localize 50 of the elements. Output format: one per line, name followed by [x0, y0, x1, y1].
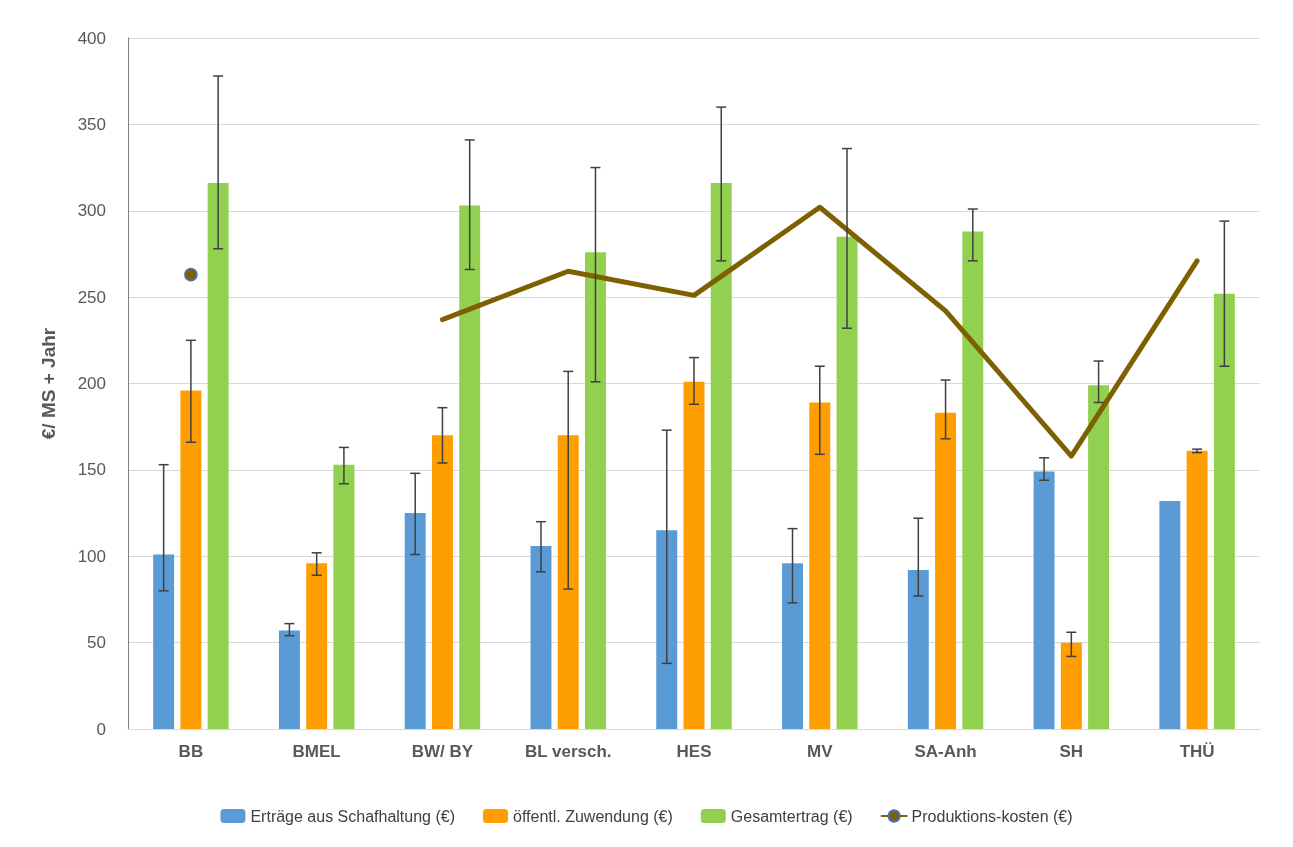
- x-tick-label: HES: [676, 742, 712, 761]
- bar: [557, 435, 579, 729]
- bar: [809, 402, 831, 729]
- y-tick-label: 300: [77, 201, 106, 221]
- bar: [404, 513, 426, 729]
- bar: [683, 381, 705, 729]
- bar: [836, 236, 858, 729]
- x-tick-label: MV: [807, 742, 834, 761]
- x-tick-label: BB: [178, 742, 204, 761]
- bar: [1186, 450, 1208, 729]
- y-tick-label: 350: [77, 114, 106, 134]
- x-tick-label: SH: [1059, 742, 1084, 761]
- bar: [584, 252, 606, 729]
- y-axis-title: €/ MS + Jahr: [38, 327, 59, 440]
- bar: [656, 530, 678, 729]
- bar: [1213, 293, 1235, 729]
- bar: [278, 630, 300, 729]
- bar: [1159, 500, 1181, 729]
- bar: [782, 563, 804, 729]
- legend-label: Produktions-kosten (€): [911, 807, 1073, 825]
- bar: [1060, 642, 1082, 729]
- bar: [459, 205, 481, 729]
- x-tick-label: BMEL: [292, 742, 341, 761]
- y-tick-label: 400: [77, 28, 106, 48]
- bar: [1088, 385, 1110, 729]
- bar: [710, 183, 732, 729]
- y-tick-label: 50: [87, 633, 106, 653]
- y-tick-label: 200: [77, 374, 106, 393]
- bar: [207, 183, 229, 729]
- bar: [530, 545, 552, 729]
- bar: [153, 554, 175, 729]
- bar: [431, 435, 453, 729]
- x-tick-label: BL versch.: [524, 742, 612, 761]
- legend-label: öffentl. Zuwendung (€): [512, 807, 673, 825]
- bar: [306, 563, 328, 729]
- y-tick-label: 0: [96, 719, 106, 739]
- bar: [333, 464, 355, 729]
- y-tick-label: 150: [77, 460, 106, 480]
- x-tick-label: BW/ BY: [411, 742, 474, 761]
- legend-label: Erträge aus Schafhaltung (€): [250, 807, 455, 825]
- bar: [1033, 471, 1055, 729]
- legend-label: Gesamtertrag (€): [730, 807, 853, 825]
- y-tick-label: 250: [77, 287, 106, 307]
- bar: [962, 231, 984, 729]
- bar: [935, 412, 957, 729]
- bar: [180, 390, 202, 729]
- x-tick-label: SA-Anh: [914, 742, 977, 761]
- x-tick-label: THÜ: [1179, 742, 1215, 761]
- bar: [907, 570, 929, 729]
- y-tick-label: 100: [77, 546, 106, 566]
